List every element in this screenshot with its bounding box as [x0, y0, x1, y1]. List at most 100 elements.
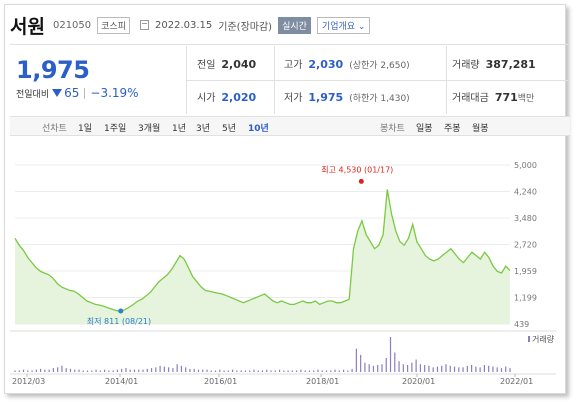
volume-bar — [308, 370, 311, 372]
amount-number: 771 — [494, 91, 518, 104]
volume-bar — [317, 369, 319, 372]
volume-bar — [14, 370, 16, 372]
volume-bar — [364, 362, 366, 372]
candle-daily[interactable]: 일봉 — [416, 124, 433, 134]
volume-bar — [150, 368, 153, 372]
volume-bar — [347, 370, 349, 372]
y-tick-label: 3,480 — [514, 214, 537, 223]
volume-bar — [69, 368, 72, 372]
prev-close-label: 전일 — [197, 60, 216, 71]
volume-bar — [193, 368, 195, 372]
volume-bar — [176, 364, 178, 372]
volume-bar — [304, 370, 306, 372]
volume-label: 거래량 — [452, 60, 480, 71]
current-price: 1,975 — [16, 56, 90, 84]
volume-bar — [428, 365, 430, 372]
volume-bar — [27, 370, 29, 372]
period-10y[interactable]: 10년 — [248, 124, 269, 134]
price-line — [14, 189, 511, 312]
stock-code: 021050 — [52, 19, 92, 31]
volume-bar — [436, 366, 439, 372]
volume-bar — [219, 369, 221, 372]
volume-bar — [330, 370, 332, 372]
volume-bar — [334, 369, 336, 372]
period-5y[interactable]: 5년 — [222, 124, 237, 134]
stock-name: 서원 — [10, 15, 45, 38]
period-1d[interactable]: 1일 — [78, 124, 93, 134]
price-chart: 5,000 4,240 3,480 2,720 1,959 1,199 439 최고 4,53… — [10, 150, 556, 390]
volume-bar — [223, 370, 225, 372]
volume-bar — [249, 370, 251, 372]
volume-bar — [22, 369, 25, 372]
amount-cell: 거래대금 771백만 — [452, 89, 534, 104]
volume-bar — [163, 366, 165, 372]
volume-bar — [462, 367, 464, 372]
volume-bar — [406, 365, 409, 372]
chevron-down-icon: ⌄ — [357, 21, 366, 32]
volume-bar — [287, 370, 289, 372]
realtime-button[interactable]: 실시간 — [278, 16, 311, 34]
amount-label: 거래대금 — [452, 93, 489, 104]
volume-bar — [355, 348, 357, 372]
volume-bar — [419, 364, 421, 372]
calendar-icon — [140, 20, 149, 30]
volume-bar — [479, 367, 481, 372]
period-1y[interactable]: 1년 — [172, 124, 187, 134]
x-tick-label: 2018/01 — [306, 377, 339, 386]
high-annotation: 최고 4,530 (01/17) — [321, 164, 393, 174]
market-badge: 코스피 — [97, 16, 130, 34]
high-value: 2,030 — [308, 58, 344, 71]
prev-close-value: 2,040 — [221, 58, 257, 71]
volume-bar — [57, 367, 59, 372]
change-rate: −3.19% — [90, 86, 139, 100]
candle-monthly[interactable]: 월봉 — [472, 124, 489, 134]
volume-bar — [338, 370, 340, 372]
high-cell: 고가 2,030 (상한가 2,650) — [284, 56, 410, 71]
volume-bar — [291, 370, 293, 372]
volume-bar — [180, 365, 183, 372]
period-3y[interactable]: 3년 — [196, 124, 211, 134]
volume-bar — [99, 370, 101, 372]
volume-bar — [121, 368, 123, 372]
price-summary: 1,975 전일대비 65 −3.19% — [10, 46, 186, 114]
y-tick-label: 439 — [514, 320, 529, 329]
period-1w[interactable]: 1주일 — [104, 124, 127, 134]
amount-unit: 백만 — [517, 94, 535, 104]
volume-bar — [313, 370, 315, 372]
volume-bar — [270, 370, 272, 372]
volume-bar — [18, 370, 20, 372]
volume-bar — [500, 368, 503, 372]
volume-bar — [496, 367, 498, 372]
volume-bar — [278, 369, 281, 372]
quote-basis: 기준(장마감) — [218, 21, 273, 33]
change-row: 전일대비 65 −3.19% — [16, 86, 139, 100]
period-3m[interactable]: 3개월 — [138, 124, 161, 134]
volume-bar — [509, 368, 511, 372]
volume-bar — [381, 364, 383, 372]
prev-close-cell: 전일 2,040 — [197, 56, 256, 71]
volume-bar — [492, 366, 494, 372]
y-tick-label: 5,000 — [514, 161, 537, 170]
open-value: 2,020 — [221, 91, 257, 104]
high-marker — [358, 178, 364, 184]
volume-bar — [40, 368, 42, 372]
stock-header: 서원 021050 코스피 2022.03.15 기준(장마감) 실시간 기업개… — [10, 10, 371, 40]
company-overview-dropdown[interactable]: 기업개요 ⌄ — [316, 16, 371, 34]
volume-bar — [35, 369, 37, 372]
low-label: 저가 — [284, 93, 303, 104]
quote-date: 2022.03.15 — [155, 19, 213, 31]
x-tick-label: 2022/01 — [500, 377, 533, 386]
x-tick-label: 2012/03 — [12, 377, 45, 386]
volume-bar — [112, 370, 114, 372]
company-overview-label: 기업개요 — [321, 21, 356, 32]
volume-bar — [172, 368, 174, 372]
volume-bar — [257, 370, 259, 372]
volume-bar — [441, 365, 443, 372]
y-tick-label: 2,720 — [514, 240, 537, 249]
high-label: 고가 — [284, 60, 303, 71]
candle-weekly[interactable]: 주봉 — [444, 124, 461, 134]
volume-bar — [210, 370, 212, 372]
volume-bar — [300, 369, 302, 372]
volume-bar — [394, 352, 396, 372]
volume-bar — [377, 365, 379, 372]
